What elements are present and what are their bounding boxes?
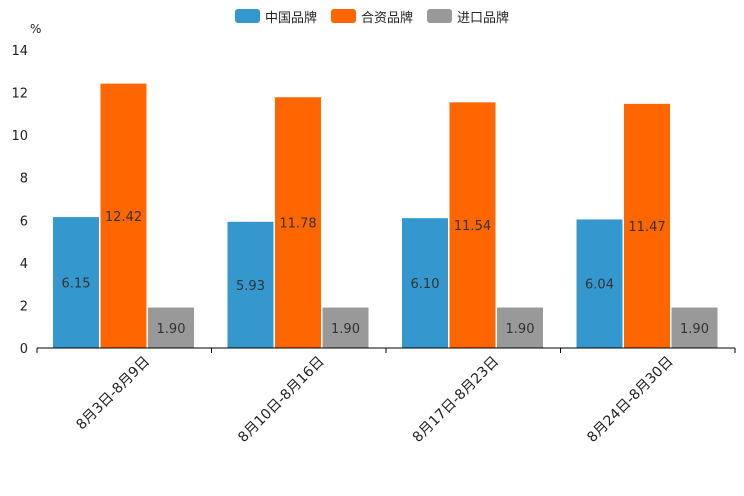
y-tick-label: 0 <box>20 342 28 357</box>
legend: 中国品牌 合资品牌 进口品牌 <box>0 6 744 26</box>
y-tick-label: 12 <box>11 87 28 102</box>
bar-jv-brand[interactable] <box>624 103 670 348</box>
data-label: 11.78 <box>279 217 316 232</box>
x-tick-label: 8月24日-8月30日 <box>584 354 676 446</box>
bar-jv-brand[interactable] <box>449 102 496 348</box>
y-tick-label: 6 <box>20 214 28 229</box>
y-tick-label: 8 <box>20 172 28 187</box>
data-label: 1.90 <box>157 322 186 337</box>
bar-china-brand[interactable] <box>53 217 99 348</box>
bar-import-brand[interactable] <box>671 307 718 348</box>
bar-china-brand[interactable] <box>227 221 274 348</box>
legend-label-china-brand: 中国品牌 <box>264 10 317 26</box>
data-label: 1.90 <box>331 322 360 337</box>
y-tick-label: 4 <box>20 257 28 272</box>
y-tick-label: 14 <box>11 44 28 59</box>
data-label: 6.15 <box>62 277 91 292</box>
data-label: 6.04 <box>585 278 614 293</box>
data-label: 6.10 <box>411 277 440 292</box>
x-tick-label: 8月17日-8月23日 <box>410 354 502 446</box>
data-label: 12.42 <box>105 210 142 225</box>
data-label: 1.90 <box>680 322 709 337</box>
bar-china-brand[interactable] <box>402 218 448 348</box>
legend-item-import-brand[interactable]: 进口品牌 <box>427 7 509 26</box>
legend-item-jv-brand[interactable]: 合资品牌 <box>330 7 413 26</box>
x-tick-label: 8月3日-8月9日 <box>73 354 153 434</box>
legend-swatch-jv-brand <box>330 9 356 23</box>
y-tick-label: 2 <box>20 299 28 314</box>
bar-jv-brand[interactable] <box>275 97 321 348</box>
y-axis-unit-label: % <box>30 22 42 36</box>
bar-china-brand[interactable] <box>576 219 623 348</box>
data-label: 11.54 <box>454 219 491 234</box>
bar-import-brand[interactable] <box>322 307 369 348</box>
bar-jv-brand[interactable] <box>100 83 147 348</box>
legend-swatch-import-brand <box>427 9 452 23</box>
data-label: 11.47 <box>628 220 665 235</box>
legend-label-jv-brand: 合资品牌 <box>360 10 413 26</box>
legend-label-import-brand: 进口品牌 <box>457 10 510 26</box>
bar-import-brand[interactable] <box>497 307 543 348</box>
data-label: 1.90 <box>506 322 535 337</box>
legend-swatch-china-brand <box>234 9 260 23</box>
y-tick-label: 10 <box>11 129 28 144</box>
bar-import-brand[interactable] <box>148 307 194 348</box>
data-label: 5.93 <box>236 279 265 294</box>
x-tick-label: 8月10日-8月16日 <box>235 354 327 446</box>
legend-item-china-brand[interactable]: 中国品牌 <box>234 7 317 26</box>
